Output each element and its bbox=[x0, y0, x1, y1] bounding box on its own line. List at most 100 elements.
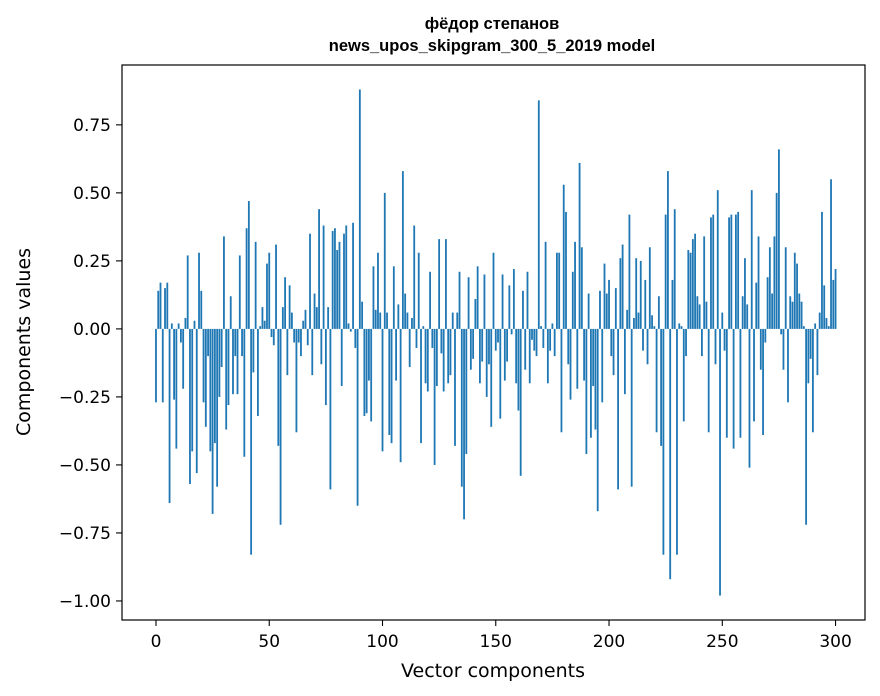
bar-48 bbox=[263, 320, 266, 329]
y-tick-label: −0.50 bbox=[59, 456, 111, 476]
bar-244 bbox=[707, 328, 710, 433]
bar-119 bbox=[424, 328, 427, 384]
bar-228 bbox=[671, 279, 674, 329]
bar-177 bbox=[556, 252, 558, 329]
bar-80 bbox=[336, 250, 339, 329]
bar-68 bbox=[309, 233, 311, 329]
bar-83 bbox=[343, 233, 345, 329]
bar-5 bbox=[166, 282, 169, 329]
bar-9 bbox=[175, 328, 178, 449]
bar-132 bbox=[454, 328, 456, 446]
bar-271 bbox=[768, 247, 771, 329]
bar-23 bbox=[207, 328, 209, 357]
bar-14 bbox=[186, 255, 189, 329]
bar-64 bbox=[300, 328, 302, 357]
bar-78 bbox=[331, 230, 334, 329]
bar-274 bbox=[775, 192, 778, 329]
y-tick-label: 0.25 bbox=[73, 252, 111, 272]
bar-283 bbox=[796, 263, 798, 329]
bar-220 bbox=[653, 326, 656, 329]
bar-297 bbox=[827, 326, 830, 329]
x-tick-label: 250 bbox=[706, 632, 738, 652]
bar-124 bbox=[435, 328, 438, 387]
bar-278 bbox=[784, 247, 787, 329]
bar-73 bbox=[320, 328, 323, 365]
bar-135 bbox=[460, 328, 463, 487]
bar-118 bbox=[422, 326, 425, 329]
bar-4 bbox=[164, 288, 166, 329]
bar-30 bbox=[223, 236, 225, 329]
bar-153 bbox=[501, 274, 504, 329]
bar-25 bbox=[211, 328, 214, 514]
bar-286 bbox=[802, 326, 805, 329]
bar-89 bbox=[356, 328, 359, 506]
bar-206 bbox=[621, 244, 624, 329]
bar-196 bbox=[599, 290, 601, 329]
bar-47 bbox=[261, 307, 264, 329]
bar-60 bbox=[290, 312, 293, 329]
bar-287 bbox=[805, 328, 808, 525]
bar-156 bbox=[508, 285, 511, 329]
bar-204 bbox=[617, 328, 619, 490]
bar-257 bbox=[737, 211, 740, 329]
bar-33 bbox=[229, 296, 232, 329]
bar-224 bbox=[662, 328, 665, 555]
bar-172 bbox=[544, 241, 547, 329]
bar-77 bbox=[329, 328, 332, 490]
bar-221 bbox=[655, 328, 658, 433]
bar-120 bbox=[426, 328, 429, 392]
bar-288 bbox=[807, 328, 810, 384]
bar-183 bbox=[569, 328, 572, 400]
bar-258 bbox=[739, 328, 742, 438]
bar-117 bbox=[420, 328, 422, 444]
bar-140 bbox=[472, 328, 475, 359]
bar-209 bbox=[628, 214, 631, 329]
x-tick-label: 300 bbox=[819, 632, 851, 652]
bar-81 bbox=[338, 241, 341, 329]
bar-236 bbox=[689, 252, 692, 329]
bar-251 bbox=[723, 328, 726, 351]
plot-frame bbox=[121, 64, 866, 621]
bar-36 bbox=[236, 328, 239, 395]
bar-61 bbox=[293, 328, 296, 343]
bar-253 bbox=[728, 217, 730, 329]
bar-265 bbox=[755, 282, 758, 329]
bar-76 bbox=[327, 307, 330, 329]
bar-90 bbox=[358, 89, 361, 329]
bar-11 bbox=[179, 328, 182, 343]
bar-13 bbox=[184, 318, 187, 329]
bar-125 bbox=[438, 239, 441, 329]
bar-17 bbox=[193, 320, 196, 329]
bar-95 bbox=[370, 328, 373, 422]
bar-218 bbox=[648, 247, 651, 329]
bar-240 bbox=[698, 304, 701, 329]
bar-82 bbox=[340, 328, 343, 387]
bar-56 bbox=[281, 307, 284, 329]
bar-55 bbox=[279, 328, 282, 525]
bar-263 bbox=[750, 190, 753, 329]
bar-0 bbox=[155, 328, 157, 403]
bar-223 bbox=[660, 328, 663, 446]
bar-298 bbox=[830, 179, 832, 329]
bar-38 bbox=[241, 328, 243, 357]
x-axis-label: Vector components bbox=[401, 660, 585, 682]
bar-37 bbox=[238, 255, 241, 329]
bar-181 bbox=[565, 211, 567, 329]
bar-249 bbox=[719, 328, 721, 596]
bar-106 bbox=[395, 328, 397, 381]
bar-268 bbox=[762, 328, 764, 435]
bar-139 bbox=[469, 328, 472, 370]
bar-74 bbox=[322, 225, 325, 329]
x-tick-label: 200 bbox=[593, 632, 625, 652]
y-tick-label: −0.25 bbox=[59, 388, 111, 408]
bar-22 bbox=[204, 328, 207, 427]
bar-247 bbox=[714, 328, 717, 365]
bar-94 bbox=[368, 328, 370, 381]
bar-180 bbox=[562, 184, 565, 329]
bar-150 bbox=[494, 328, 497, 351]
bar-213 bbox=[637, 312, 640, 329]
bar-273 bbox=[773, 236, 776, 329]
bar-155 bbox=[506, 328, 508, 362]
y-tick-label: −0.75 bbox=[59, 524, 111, 544]
